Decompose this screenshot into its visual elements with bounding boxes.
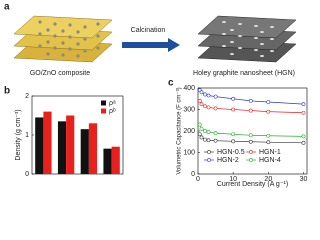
point <box>231 96 236 101</box>
panel-label: b <box>4 86 10 97</box>
point <box>213 94 218 99</box>
bar <box>57 121 67 174</box>
point <box>213 138 218 143</box>
legend-marker <box>249 150 253 154</box>
point <box>203 129 207 133</box>
point <box>301 110 306 115</box>
point <box>197 132 202 137</box>
panel-label: c <box>168 78 174 89</box>
y-tick-label: 0 <box>25 171 29 178</box>
point <box>266 140 271 145</box>
point <box>197 122 202 127</box>
legend-label: HGN-2 <box>217 157 239 164</box>
point <box>206 138 211 143</box>
point <box>266 133 271 138</box>
y-axis-label: Density (g cm⁻³) <box>15 109 22 160</box>
right-caption: Holey graphite nanosheet (HGN) <box>193 70 295 77</box>
arrow-label: Calcination <box>131 27 166 34</box>
point <box>206 93 211 98</box>
point <box>203 92 207 97</box>
y-tick-label: 0 <box>191 171 195 178</box>
legend-marker <box>207 150 211 154</box>
x-tick-label: 0 <box>196 176 200 183</box>
legend-swatch <box>101 100 106 106</box>
point <box>199 126 204 131</box>
y-tick-label: 100 <box>183 149 195 156</box>
figure: a Calcination GO/ZnO composite Holey gr <box>4 2 308 188</box>
y-tick-label: 1 <box>25 132 29 139</box>
point <box>301 134 306 139</box>
point <box>231 132 236 137</box>
point <box>206 105 211 110</box>
y-axis-label: Volumetric Capacitance (F cm⁻³) <box>177 87 183 174</box>
bar <box>111 146 120 174</box>
legend-label: ρᵃ <box>109 100 116 107</box>
legend-marker <box>249 158 253 162</box>
point <box>206 130 211 134</box>
x-tick-label: 30 <box>300 176 308 183</box>
point <box>248 108 253 113</box>
point <box>301 140 306 145</box>
bar <box>43 111 52 174</box>
point <box>301 102 306 107</box>
point <box>266 100 271 104</box>
bar <box>66 115 75 174</box>
point <box>203 137 207 142</box>
legend-marker <box>207 158 211 162</box>
legend-label: HGN-0.5 <box>217 149 245 156</box>
point <box>213 131 218 136</box>
point <box>199 90 204 95</box>
point <box>231 107 236 112</box>
bar <box>103 148 112 174</box>
x-tick-label: 20 <box>264 176 272 183</box>
panel-label: a <box>4 2 10 13</box>
illustration: a Calcination GO/ZnO composite Holey gr <box>4 2 297 77</box>
bar <box>88 123 98 174</box>
left-caption: GO/ZnO composite <box>30 70 90 77</box>
bar <box>80 129 89 174</box>
bar <box>35 117 44 174</box>
y-tick-label: 400 <box>183 85 195 92</box>
point <box>248 99 253 103</box>
legend-label: HGN-1 <box>259 149 281 156</box>
point <box>248 133 253 138</box>
point <box>266 109 271 114</box>
go-zno-sheets <box>13 15 113 63</box>
legend-label: HGN-4 <box>259 157 281 164</box>
point <box>197 99 202 103</box>
legend-swatch <box>101 108 106 114</box>
point <box>248 139 253 144</box>
x-axis-label: Current Density (A g⁻¹) <box>217 181 288 188</box>
legend-label: ρᵇ <box>109 108 116 115</box>
y-tick-label: 200 <box>183 128 195 135</box>
point <box>199 135 204 140</box>
arrow <box>122 38 180 52</box>
y-tick-label: 2 <box>25 93 29 100</box>
x-tick-label: 10 <box>229 176 237 183</box>
point <box>231 139 236 144</box>
y-tick-label: 300 <box>183 106 195 113</box>
hgn-sheets <box>197 15 297 63</box>
point <box>213 106 218 111</box>
point <box>203 104 207 109</box>
point <box>199 102 204 107</box>
